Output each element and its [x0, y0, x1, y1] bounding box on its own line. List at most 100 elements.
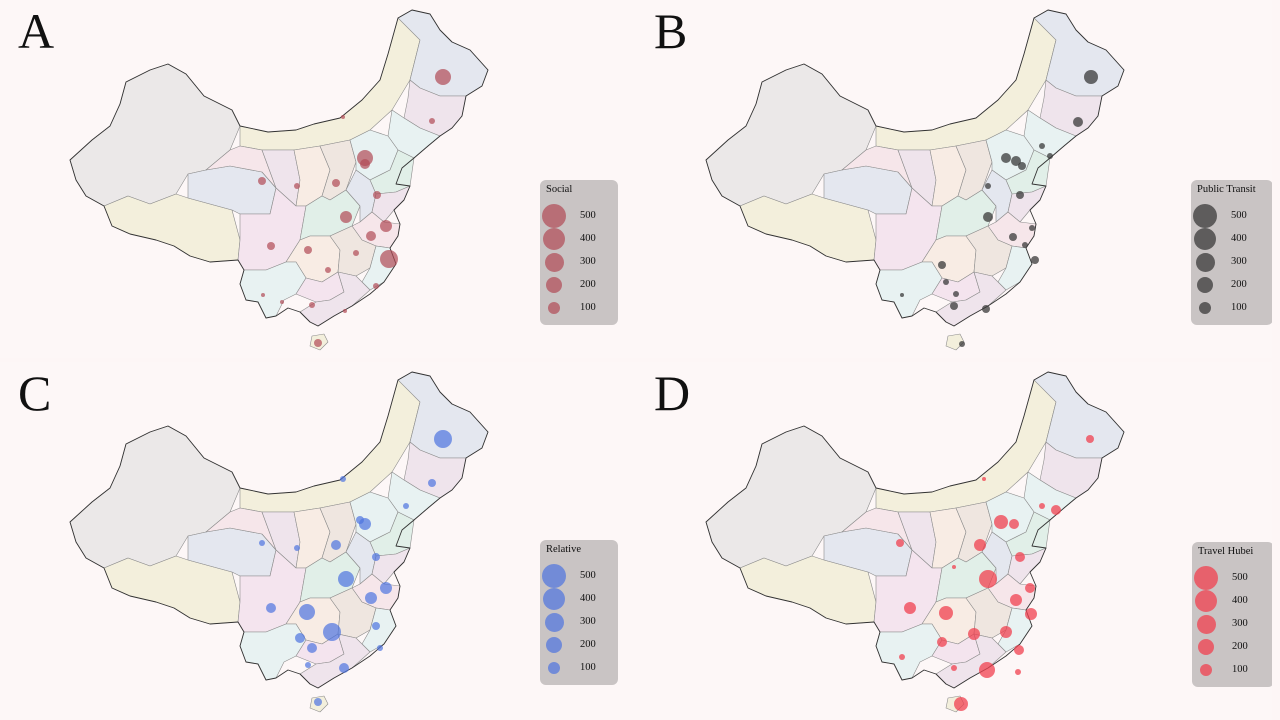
- legend-circle: [1194, 566, 1218, 590]
- case-bubble: [261, 293, 265, 297]
- case-bubble: [353, 250, 359, 256]
- case-bubble: [1000, 626, 1012, 638]
- china-map-d: [705, 371, 1125, 713]
- legend-circle: [544, 252, 564, 272]
- case-bubble: [377, 645, 383, 651]
- case-bubble: [904, 602, 916, 614]
- country-outline: [69, 9, 489, 327]
- case-bubble: [1018, 162, 1026, 170]
- case-bubble: [356, 516, 364, 524]
- case-bubble: [1086, 435, 1094, 443]
- case-bubble: [266, 603, 276, 613]
- legend-value: 100: [580, 302, 596, 313]
- legend-value: 400: [1232, 595, 1248, 606]
- case-bubble: [1025, 608, 1037, 620]
- case-bubble: [380, 250, 398, 268]
- case-bubble: [1039, 503, 1045, 509]
- legend-circle: [1200, 664, 1212, 676]
- case-bubble: [340, 211, 352, 223]
- case-bubble: [365, 592, 377, 604]
- legend-title: Travel Hubei: [1198, 546, 1254, 557]
- legend-value: 300: [580, 256, 596, 267]
- legend-circle: [1193, 204, 1217, 228]
- panel-letter: A: [18, 3, 55, 59]
- legend-circle: [544, 612, 564, 632]
- case-bubble: [982, 305, 990, 313]
- case-bubble: [340, 476, 346, 482]
- legend-value: 300: [580, 616, 596, 627]
- province-region: [239, 623, 307, 681]
- bubble-layer: [900, 70, 1098, 347]
- legend-value: 300: [1232, 618, 1248, 629]
- country-outline: [705, 371, 1125, 689]
- case-bubble: [267, 242, 275, 250]
- province-region: [239, 261, 307, 319]
- legend-circle: [546, 277, 562, 293]
- case-bubble: [373, 191, 381, 199]
- case-bubble: [1010, 594, 1022, 606]
- case-bubble: [325, 267, 331, 273]
- case-bubble: [1047, 153, 1053, 159]
- legend-value: 200: [1231, 279, 1247, 290]
- case-bubble: [294, 183, 300, 189]
- legend-value: 400: [1231, 233, 1247, 244]
- legend-circle: [1198, 639, 1214, 655]
- bubble-layer: [896, 435, 1094, 711]
- case-bubble: [294, 545, 300, 551]
- legend-circle: [548, 662, 560, 674]
- legend-value: 300: [1231, 256, 1247, 267]
- case-bubble: [952, 565, 956, 569]
- province-regions: [69, 371, 489, 713]
- case-bubble: [985, 183, 991, 189]
- case-bubble: [295, 633, 305, 643]
- case-bubble: [983, 212, 993, 222]
- legend-entry: 300: [1191, 251, 1269, 273]
- legend-b: Public Transit 500 400 300 200 100: [1191, 180, 1272, 325]
- case-bubble: [380, 582, 392, 594]
- case-bubble: [1009, 519, 1019, 529]
- legend-a: Social 500 400 300 200 100: [540, 180, 618, 325]
- legend-entry: 500: [540, 564, 618, 588]
- legend-entry: 200: [1191, 274, 1269, 296]
- case-bubble: [954, 697, 968, 711]
- case-bubble: [951, 665, 957, 671]
- legend-circle: [1197, 277, 1213, 293]
- legend-entry: 300: [540, 611, 618, 633]
- case-bubble: [339, 663, 349, 673]
- legend-entry: 300: [1192, 613, 1270, 635]
- case-bubble: [1031, 256, 1039, 264]
- legend-entry: 400: [1191, 228, 1269, 250]
- legend-title: Social: [546, 184, 573, 195]
- legend-entry: 400: [1192, 590, 1270, 612]
- case-bubble: [331, 540, 341, 550]
- legend-c: Relative 500 400 300 200 100: [540, 540, 618, 685]
- case-bubble: [1001, 153, 1011, 163]
- province-regions: [69, 9, 489, 351]
- case-bubble: [1011, 156, 1021, 166]
- case-bubble: [360, 159, 370, 169]
- case-bubble: [259, 540, 265, 546]
- china-map-a: [69, 9, 489, 351]
- china-map-c: [69, 371, 489, 713]
- case-bubble: [979, 662, 995, 678]
- case-bubble: [974, 539, 986, 551]
- case-bubble: [938, 261, 946, 269]
- china-map-b: [705, 9, 1125, 351]
- legend-circle: [543, 228, 565, 250]
- legend-entry: 200: [1192, 636, 1270, 658]
- case-bubble: [1015, 552, 1025, 562]
- legend-circle: [1194, 228, 1216, 250]
- case-bubble: [1009, 233, 1017, 241]
- legend-circle: [546, 637, 562, 653]
- legend-value: 500: [1231, 210, 1247, 221]
- case-bubble: [304, 246, 312, 254]
- province-regions: [705, 9, 1125, 351]
- case-bubble: [309, 302, 315, 308]
- case-bubble: [939, 606, 953, 620]
- legend-entry: 500: [540, 204, 618, 228]
- legend-value: 500: [580, 570, 596, 581]
- legend-value: 200: [580, 639, 596, 650]
- legend-entry: 100: [540, 297, 618, 319]
- case-bubble: [258, 177, 266, 185]
